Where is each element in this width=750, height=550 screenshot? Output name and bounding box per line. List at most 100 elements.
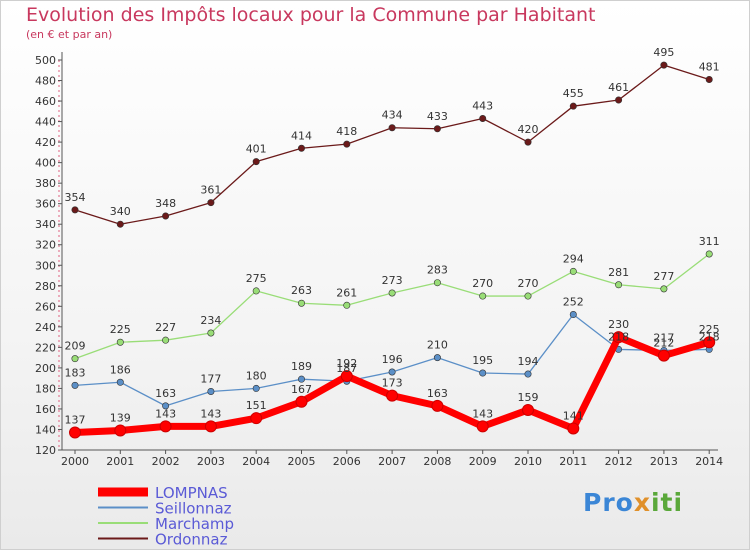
data-point: [116, 338, 124, 346]
y-tick-label: 420: [35, 136, 56, 149]
data-point: [204, 420, 217, 433]
data-label: 294: [563, 252, 584, 265]
y-tick-label: 200: [35, 362, 56, 375]
data-point: [431, 399, 444, 412]
chart-subtitle: (en € et par an): [26, 28, 113, 41]
data-label: 495: [653, 46, 674, 59]
data-point: [524, 292, 532, 300]
y-tick-label: 220: [35, 341, 56, 354]
data-label: 186: [110, 363, 131, 376]
y-tick-label: 380: [35, 177, 56, 190]
data-point: [524, 138, 532, 146]
data-label: 443: [472, 100, 493, 113]
data-point: [388, 289, 396, 297]
data-label: 461: [608, 81, 629, 94]
data-label: 225: [110, 323, 131, 336]
data-point: [615, 281, 623, 289]
data-point: [660, 61, 668, 69]
data-point: [340, 370, 353, 383]
data-label: 173: [382, 377, 403, 390]
data-label: 225: [699, 323, 720, 336]
x-tick-label: 2009: [469, 455, 497, 468]
y-tick-label: 240: [35, 321, 56, 334]
data-label: 252: [563, 296, 584, 309]
data-label: 277: [653, 270, 674, 283]
x-tick-label: 2003: [197, 455, 225, 468]
data-point: [569, 311, 577, 319]
data-point: [479, 115, 487, 123]
data-point: [615, 96, 623, 104]
data-point: [657, 349, 670, 362]
x-tick-label: 2011: [559, 455, 587, 468]
data-label: 361: [200, 184, 221, 197]
data-label: 275: [246, 272, 267, 285]
data-point: [207, 387, 215, 395]
data-point: [297, 375, 305, 383]
data-label: 340: [110, 205, 131, 218]
data-label: 196: [382, 353, 403, 366]
data-point: [569, 102, 577, 110]
data-label: 180: [246, 369, 267, 382]
data-point: [250, 412, 263, 425]
x-tick-label: 2008: [423, 455, 451, 468]
data-label: 183: [65, 366, 86, 379]
y-tick-label: 340: [35, 218, 56, 231]
data-label: 194: [518, 355, 539, 368]
data-point: [343, 301, 351, 309]
y-tick-label: 440: [35, 116, 56, 129]
x-tick-label: 2007: [378, 455, 406, 468]
y-tick-label: 500: [35, 54, 56, 67]
legend-label-ordonnaz: Ordonnaz: [155, 531, 228, 549]
data-point: [476, 420, 489, 433]
data-label: 177: [200, 373, 221, 386]
x-tick-label: 2013: [650, 455, 678, 468]
legend-label-marchamp: Marchamp: [155, 515, 234, 533]
data-label: 283: [427, 264, 448, 277]
data-label: 143: [155, 407, 176, 420]
data-label: 218: [699, 330, 720, 343]
data-label: 281: [608, 266, 629, 279]
data-point: [295, 395, 308, 408]
data-label: 167: [291, 383, 312, 396]
y-tick-label: 140: [35, 423, 56, 436]
x-tick-label: 2004: [242, 455, 270, 468]
data-label: 137: [65, 414, 86, 427]
data-point: [343, 140, 351, 148]
data-point: [71, 381, 79, 389]
data-label: 212: [653, 337, 674, 350]
x-tick-label: 2006: [333, 455, 361, 468]
data-label: 187: [336, 362, 357, 375]
data-label: 311: [699, 235, 720, 248]
data-label: 218: [608, 330, 629, 343]
data-point: [522, 403, 534, 416]
data-point: [612, 331, 625, 344]
x-tick-label: 2001: [106, 455, 134, 468]
data-label: 418: [336, 125, 357, 138]
data-label: 209: [65, 340, 86, 353]
legend-label-seillonnaz: Seillonnaz: [155, 500, 232, 518]
y-tick-label: 400: [35, 157, 56, 170]
data-label: 414: [291, 129, 312, 142]
y-tick-label: 280: [35, 280, 56, 293]
data-label: 455: [563, 87, 584, 100]
data-point: [116, 378, 124, 386]
data-point: [252, 158, 260, 166]
x-tick-label: 2002: [152, 455, 180, 468]
data-label: 163: [427, 387, 448, 400]
data-point: [162, 402, 170, 410]
data-point: [479, 292, 487, 300]
data-point: [71, 355, 79, 363]
y-tick-label: 260: [35, 300, 56, 313]
data-point: [162, 336, 170, 344]
y-tick-label: 300: [35, 259, 56, 272]
data-point: [159, 420, 172, 433]
proxiti-logo: Proxiti: [583, 488, 684, 517]
data-point: [207, 199, 215, 207]
data-label: 159: [518, 391, 539, 404]
data-label: 401: [246, 143, 267, 156]
axes: 120 140 160 180 200 220 240 260 280 300 320 340 360 3…: [35, 52, 723, 468]
data-label: 143: [200, 407, 221, 420]
data-label: 141: [563, 409, 584, 422]
